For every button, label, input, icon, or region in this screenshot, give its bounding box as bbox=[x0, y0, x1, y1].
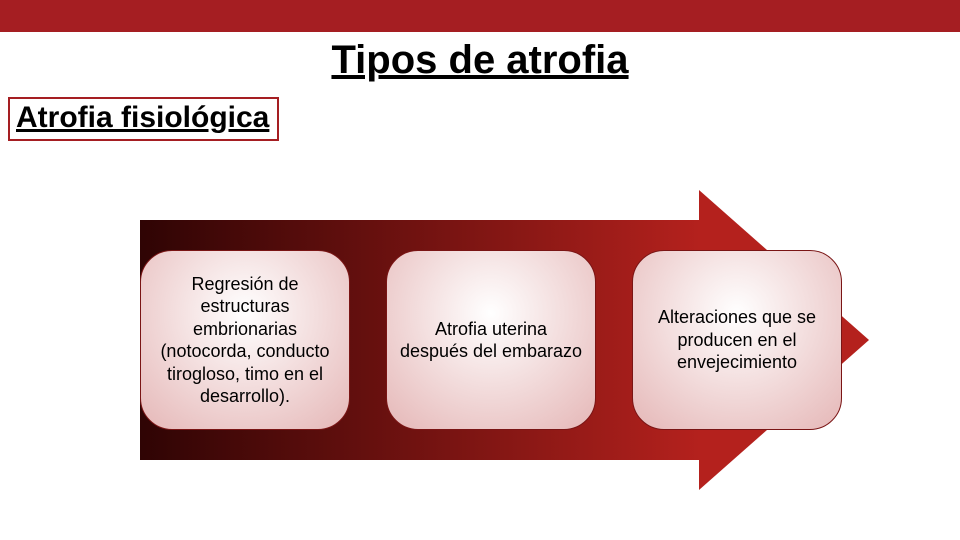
bubble-2-text: Atrofia uterina después del embarazo bbox=[399, 318, 583, 363]
subtitle-box: Atrofia fisiológica bbox=[8, 97, 279, 141]
bubble-1-text: Regresión de estructuras embrionarias (n… bbox=[153, 273, 337, 408]
bubble-2: Atrofia uterina después del embarazo bbox=[386, 250, 596, 430]
bubble-1: Regresión de estructuras embrionarias (n… bbox=[140, 250, 350, 430]
bubble-3-text: Alteraciones que se producen en el envej… bbox=[645, 306, 829, 374]
page-title: Tipos de atrofia bbox=[0, 38, 960, 83]
bubble-3: Alteraciones que se producen en el envej… bbox=[632, 250, 842, 430]
bubble-row: Regresión de estructuras embrionarias (n… bbox=[140, 250, 900, 430]
arrow-diagram: Regresión de estructuras embrionarias (n… bbox=[140, 190, 900, 490]
top-bar bbox=[0, 0, 960, 32]
subtitle-text: Atrofia fisiológica bbox=[16, 101, 269, 134]
